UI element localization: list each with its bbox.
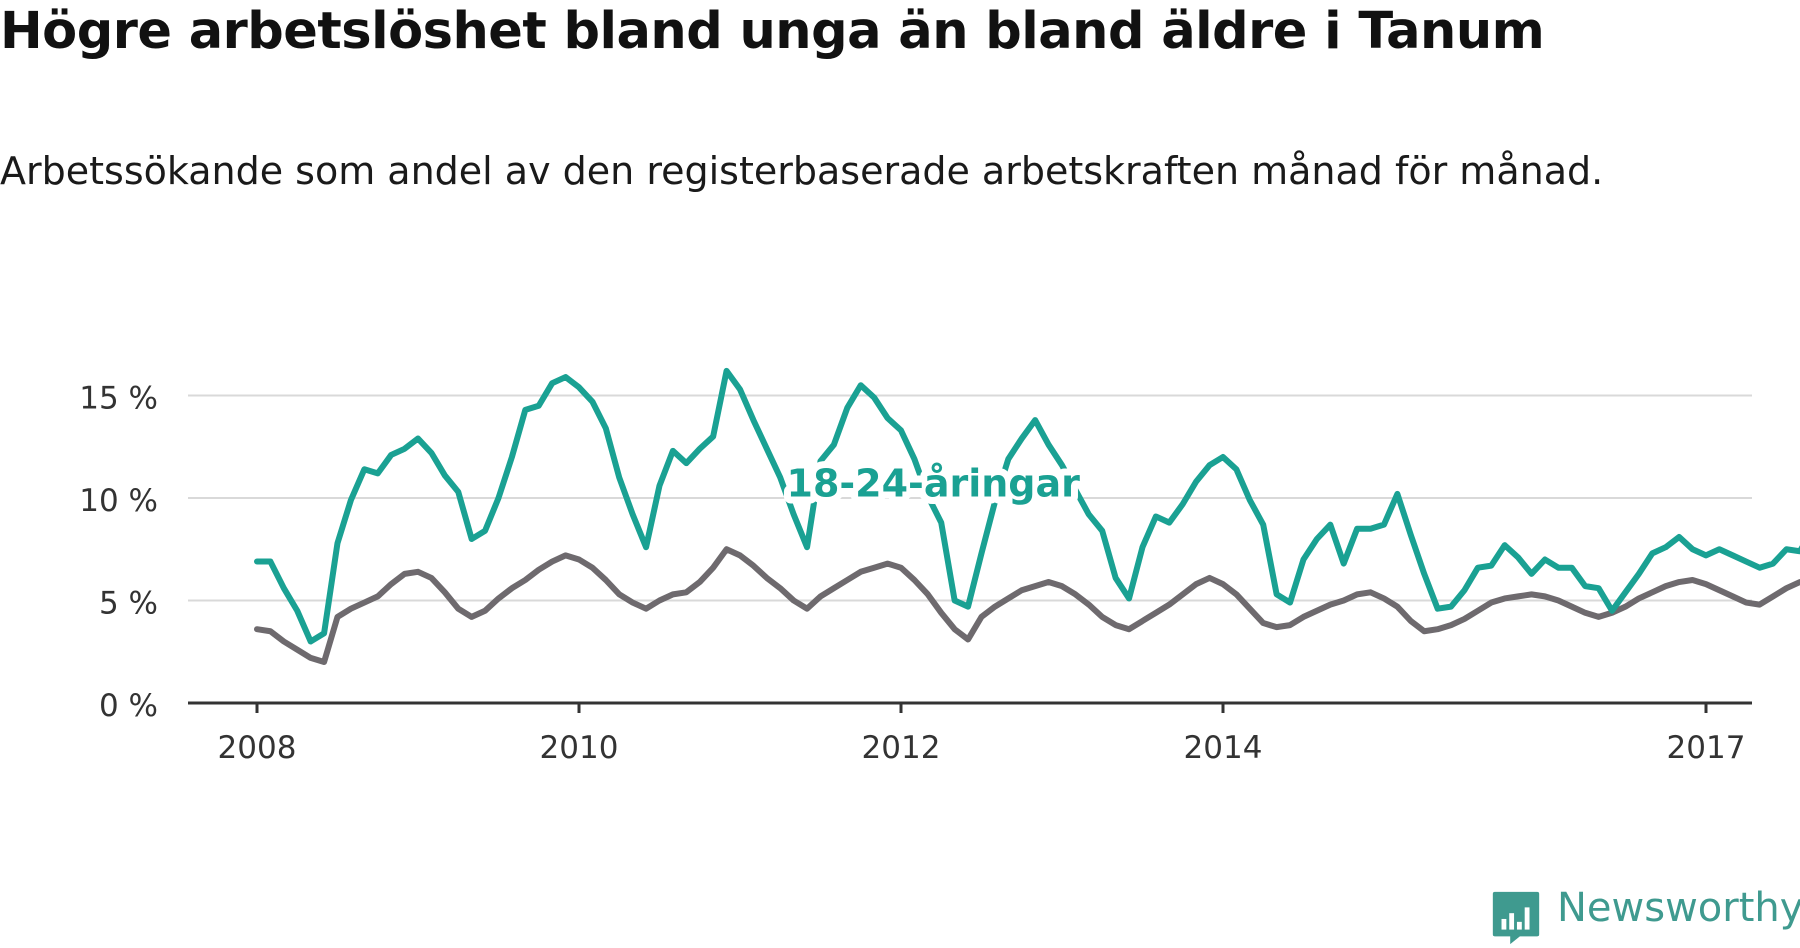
chart-subtitle: Arbetssökande som andel av den registerb… <box>0 149 1604 193</box>
chart-title: Högre arbetslöshet bland unga än bland ä… <box>0 2 1545 61</box>
x-tick-label: 2010 <box>540 730 619 766</box>
x-tick-label: 2017 <box>1667 730 1746 766</box>
newsworthy-chart-icon <box>1492 891 1540 945</box>
x-tick-label: 2014 <box>1184 730 1263 766</box>
y-tick-label: 0 % <box>99 688 158 724</box>
x-tick-label: 2008 <box>218 730 297 766</box>
series-label-18-24: 18-24-åringar <box>787 462 1081 506</box>
y-tick-label: 15 % <box>79 381 158 417</box>
series-line-total <box>254 546 1800 665</box>
y-tick-label: 10 % <box>79 483 158 519</box>
brand-name: Newsworthy <box>1557 885 1800 931</box>
x-tick-label: 2012 <box>862 730 941 766</box>
y-tick-label: 5 % <box>99 586 158 622</box>
series-line-18-24 <box>254 367 1800 645</box>
